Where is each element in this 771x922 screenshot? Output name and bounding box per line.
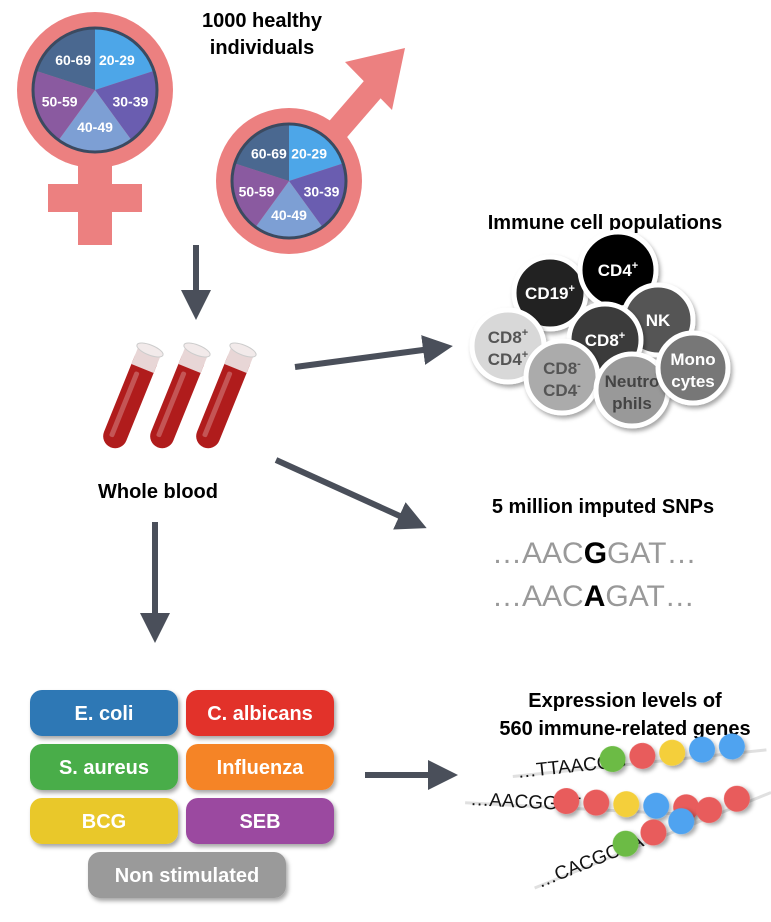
- male-age-label: 40-49: [271, 207, 307, 223]
- male-age-label: 60-69: [251, 145, 287, 161]
- blood-tube-icon: [103, 342, 164, 449]
- arrow-blood-to-snps: [274, 457, 427, 530]
- expression-bead: [553, 788, 580, 815]
- male-age-slice: [232, 163, 289, 228]
- snp-seq-2-prefix: …AAC: [492, 580, 584, 613]
- female-age-slice: [95, 28, 154, 90]
- cohort-title-line2: individuals: [210, 37, 314, 59]
- flow-arrows: [140, 245, 458, 790]
- immune-title: Immune cell populations: [488, 212, 722, 234]
- expression-bead: [629, 742, 656, 769]
- expression-bead: [613, 791, 640, 818]
- stimulus-bcg: BCG: [30, 798, 178, 844]
- expression-sequences: …TTAACGG…AACGGAT…CACGCAA: [465, 733, 771, 893]
- female-age-label: 40-49: [77, 119, 113, 135]
- age-pie-male: 20-29 30-39 40-49 50-59 60-69: [230, 122, 348, 240]
- female-age-slice: [58, 90, 132, 152]
- blood-tube-icon: [150, 342, 211, 449]
- cell-label-line2: CD4-: [543, 380, 581, 400]
- blood-tubes: [103, 342, 257, 449]
- male-age-label: 20-29: [291, 145, 327, 161]
- female-age-slice: [33, 70, 95, 141]
- snp-seq-2-suffix: GAT…: [605, 580, 694, 613]
- snp-seq-1: …AACGGAT…: [492, 537, 696, 570]
- stimulus-label: BCG: [82, 811, 126, 833]
- stimulus-label: C. albicans: [207, 703, 313, 725]
- stimulus-s-aureus: S. aureus: [30, 744, 178, 790]
- expression-bead: [659, 739, 686, 766]
- stimulus-influenza: Influenza: [186, 744, 334, 790]
- female-age-label: 50-59: [42, 93, 78, 109]
- immune-cell: Neutro phils: [593, 351, 671, 429]
- male-symbol: 20-29 30-39 40-49 50-59 60-69: [216, 48, 405, 254]
- cell-label-line2: cytes: [671, 372, 714, 391]
- female-symbol: 20-29 30-39 40-49 50-59 60-69: [17, 12, 173, 245]
- snp-variant-1: G: [584, 537, 607, 570]
- expression-bead: [689, 736, 716, 763]
- cell-label-line2: CD4+: [488, 349, 528, 369]
- female-age-slice: [36, 28, 95, 90]
- female-age-outline: [31, 26, 159, 154]
- stimulus-e-coli: E. coli: [30, 690, 178, 736]
- expression-bead: [640, 819, 667, 846]
- snp-seq-2: …AACAGAT…: [492, 580, 695, 613]
- cell-label-line1: Mono: [670, 350, 715, 369]
- snp-sequences: …AACGGAT… …AACAGAT…: [492, 537, 696, 613]
- cell-circle: [655, 330, 731, 406]
- male-age-slice: [289, 163, 346, 228]
- expression-bead: [723, 785, 750, 812]
- stimulus-non-stimulated: Non stimulated: [88, 852, 286, 898]
- male-age-slice: [255, 181, 323, 238]
- stimulus-conditions: E. coli C. albicans S. aureus Influenza BCG S…: [30, 690, 334, 898]
- cell-label-line2: phils: [612, 394, 652, 413]
- cell-label-line1: CD8-: [543, 358, 581, 378]
- expression-bead: [696, 796, 723, 823]
- snp-seq-1-suffix: GAT…: [607, 537, 696, 570]
- female-age-label: 30-39: [112, 93, 148, 109]
- cell-label-line1: CD8+: [488, 327, 528, 347]
- expression-title-line1: Expression levels of: [528, 690, 722, 712]
- stimulus-c-albicans: C. albicans: [186, 690, 334, 736]
- expression-title-line2: 560 immune-related genes: [499, 718, 750, 740]
- cell-label-line1: CD19+: [525, 283, 575, 303]
- immune-cell: Mono cytes: [655, 330, 731, 406]
- expression-bead: [668, 808, 695, 835]
- female-age-label: 60-69: [55, 52, 91, 68]
- stimulus-label: SEB: [239, 811, 280, 833]
- male-age-slice: [234, 124, 289, 181]
- expression-bead: [583, 789, 610, 816]
- stimulus-label: Non stimulated: [115, 865, 259, 887]
- male-age-slice: [289, 124, 344, 181]
- cell-label-line1: NK: [646, 311, 671, 330]
- expression-bead: [599, 746, 626, 773]
- stimulus-label: S. aureus: [59, 757, 149, 779]
- snp-variant-2: A: [584, 580, 606, 613]
- blood-tube-icon: [196, 342, 257, 449]
- male-age-label: 50-59: [239, 184, 275, 200]
- stimulus-seb: SEB: [186, 798, 334, 844]
- female-age-label: 20-29: [99, 52, 135, 68]
- arrow-blood-to-cells: [294, 335, 453, 370]
- cell-label-line1: CD4+: [598, 260, 638, 280]
- snp-seq-1-prefix: …AAC: [492, 537, 584, 570]
- stimulus-label: E. coli: [75, 703, 134, 725]
- male-age-label: 30-39: [304, 184, 340, 200]
- female-age-slice: [95, 70, 157, 141]
- cell-label-line1: CD8+: [585, 330, 625, 350]
- immune-cell: CD8-CD4-: [523, 338, 601, 416]
- male-age-outline: [230, 122, 348, 240]
- age-pie-female: 20-29 30-39 40-49 50-59 60-69: [31, 26, 159, 154]
- snps-title: 5 million imputed SNPs: [492, 496, 714, 518]
- expression-bead: [718, 733, 745, 760]
- expression-bead: [612, 830, 639, 857]
- cell-label-line1: Neutro: [605, 372, 660, 391]
- cohort-title-line1: 1000 healthy: [202, 10, 323, 32]
- whole-blood-label: Whole blood: [98, 481, 218, 503]
- stimulus-label: Influenza: [217, 757, 305, 779]
- expression-bead: [643, 792, 670, 819]
